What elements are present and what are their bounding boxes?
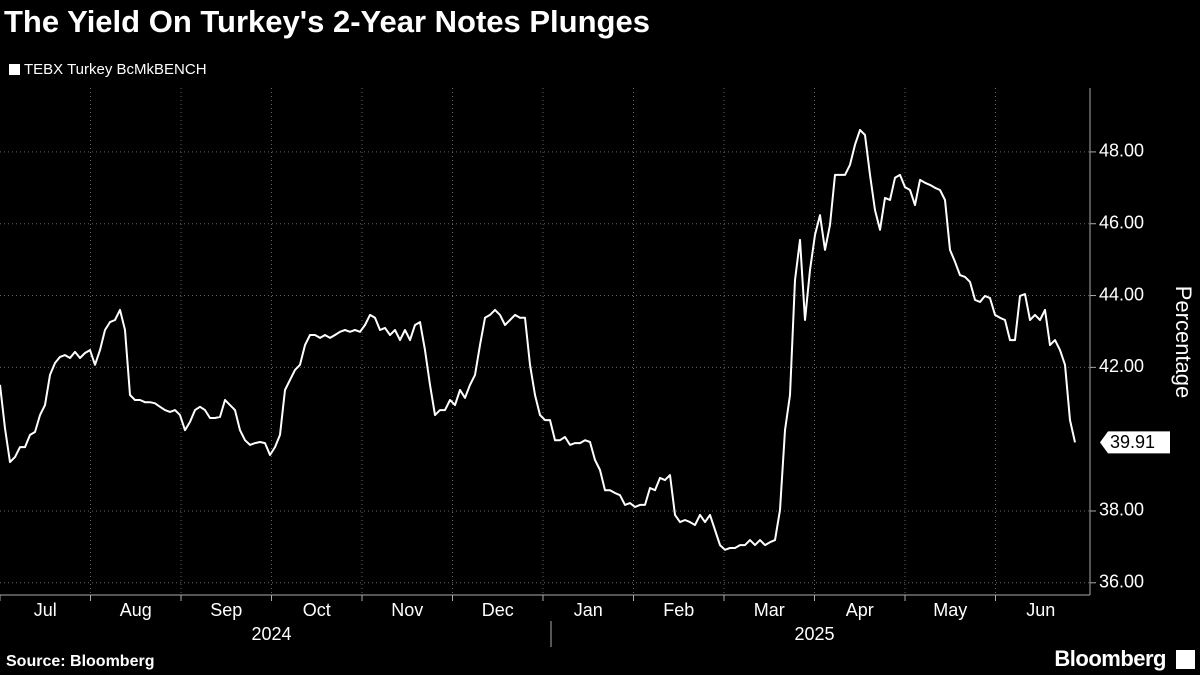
last-value-label: 39.91: [1110, 432, 1155, 452]
x-tick-label: Dec: [482, 600, 514, 620]
y-tick-label: 38.00: [1099, 500, 1144, 520]
y-tick-label: 44.00: [1099, 284, 1144, 304]
legend-swatch: [9, 64, 20, 75]
x-tick-label: Jun: [1026, 600, 1055, 620]
x-tick-label: Jul: [34, 600, 57, 620]
x-year-label: 2025: [794, 624, 834, 644]
y-axis-label: Percentage: [1171, 286, 1196, 399]
x-tick-label: Oct: [303, 600, 331, 620]
logo-icon: [1176, 650, 1195, 669]
y-tick-label: 46.00: [1099, 212, 1144, 232]
x-tick-label: Feb: [663, 600, 694, 620]
x-tick-label: Apr: [846, 600, 874, 620]
y-tick-label: 48.00: [1099, 141, 1144, 161]
y-tick-label: 36.00: [1099, 572, 1144, 592]
last-value-box: [1100, 431, 1170, 454]
x-tick-label: Jan: [574, 600, 603, 620]
y-tick-label: 42.00: [1099, 356, 1144, 376]
x-tick-label: May: [933, 600, 967, 620]
x-tick-label: Aug: [120, 600, 152, 620]
x-tick-label: Mar: [754, 600, 785, 620]
logo: Bloomberg: [1054, 646, 1166, 671]
legend-label: TEBX Turkey BcMkBENCH: [24, 61, 207, 78]
x-year-label: 2024: [251, 624, 291, 644]
source: Source: Bloomberg: [6, 653, 154, 670]
x-tick-label: Nov: [391, 600, 423, 620]
line-series: [0, 129, 1076, 551]
x-tick-label: Sep: [210, 600, 242, 620]
chart-title: The Yield On Turkey's 2-Year Notes Plung…: [4, 4, 650, 39]
